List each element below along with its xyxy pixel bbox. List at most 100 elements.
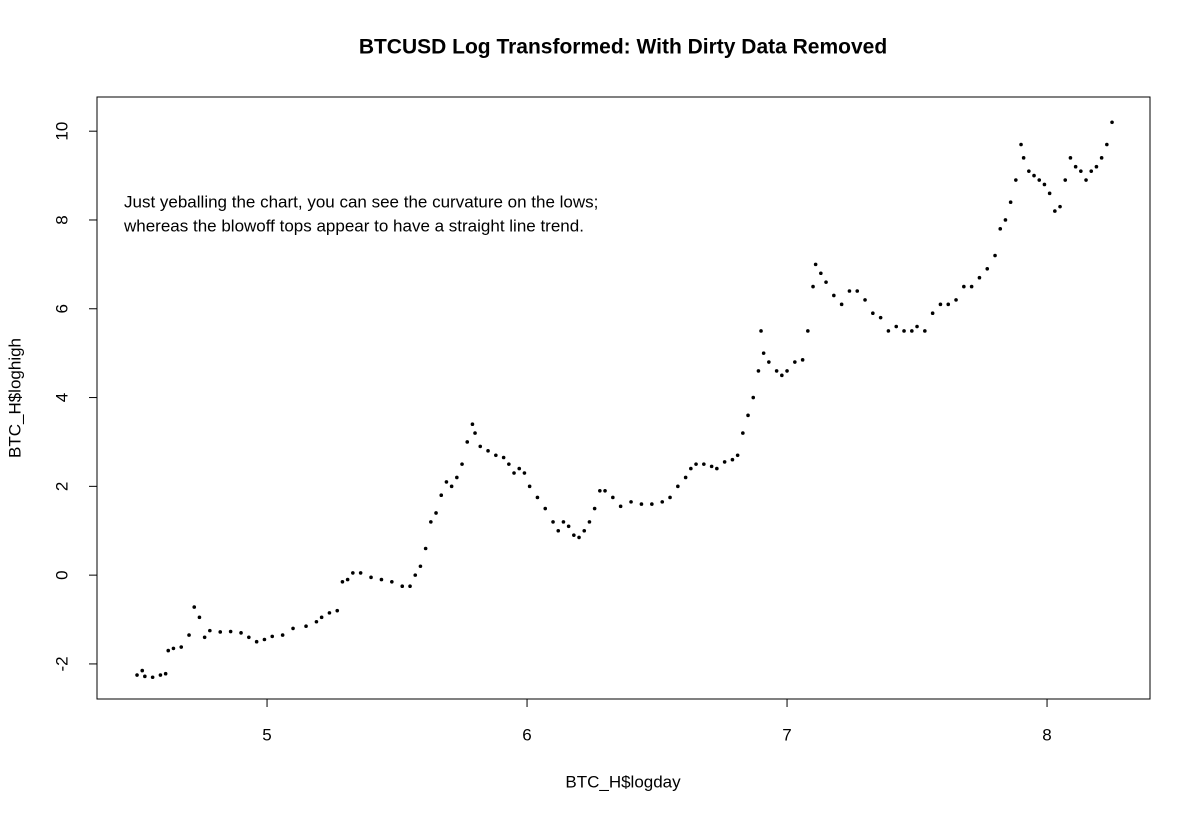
point xyxy=(390,579,394,584)
point xyxy=(683,475,688,480)
point xyxy=(923,329,927,333)
point xyxy=(702,462,706,466)
point xyxy=(501,455,506,460)
point xyxy=(832,293,836,298)
point xyxy=(1027,169,1031,173)
point xyxy=(886,329,891,333)
point xyxy=(418,564,423,569)
point xyxy=(1094,164,1099,169)
point xyxy=(1105,142,1109,147)
point xyxy=(314,619,319,624)
point xyxy=(187,633,191,637)
point xyxy=(166,648,171,653)
point xyxy=(455,475,459,480)
point xyxy=(756,369,761,373)
point xyxy=(954,298,958,302)
point xyxy=(517,466,522,471)
point xyxy=(1014,178,1018,182)
point xyxy=(494,453,498,458)
point xyxy=(179,645,184,649)
point xyxy=(751,395,756,400)
point xyxy=(527,484,532,489)
point xyxy=(473,431,477,435)
point xyxy=(603,488,607,493)
point xyxy=(561,520,566,524)
point xyxy=(369,575,373,580)
point xyxy=(512,471,516,475)
point xyxy=(478,444,483,449)
point xyxy=(618,504,623,509)
point xyxy=(735,453,740,458)
point xyxy=(813,262,818,267)
point xyxy=(270,634,275,639)
point xyxy=(280,633,285,637)
y-tick-label: 6 xyxy=(52,304,71,313)
point xyxy=(592,506,597,511)
point xyxy=(1021,156,1026,160)
point xyxy=(946,302,951,307)
point xyxy=(998,227,1003,231)
x-tick-label: 8 xyxy=(1042,725,1051,744)
point xyxy=(785,369,789,373)
point xyxy=(676,484,680,489)
point xyxy=(254,639,259,644)
point xyxy=(894,324,899,329)
point xyxy=(400,584,405,589)
point xyxy=(439,493,444,498)
point xyxy=(730,457,735,462)
point xyxy=(434,511,438,515)
point xyxy=(247,635,251,640)
point xyxy=(345,577,350,582)
point xyxy=(358,571,363,575)
point xyxy=(668,495,672,500)
point xyxy=(1063,178,1068,182)
point xyxy=(709,464,714,469)
point xyxy=(824,280,828,284)
point xyxy=(566,524,571,529)
y-tick-label: 0 xyxy=(52,570,71,579)
point xyxy=(577,535,581,540)
point xyxy=(413,573,418,577)
point xyxy=(379,577,384,582)
x-tick-label: 6 xyxy=(522,725,531,744)
point xyxy=(793,360,797,364)
point xyxy=(969,284,974,289)
point xyxy=(140,668,145,673)
point xyxy=(1047,191,1052,196)
point xyxy=(522,471,527,475)
point xyxy=(715,466,719,471)
point xyxy=(839,302,844,307)
annotation: Just yeballing the chart, you can see th… xyxy=(124,192,598,211)
point xyxy=(135,673,139,677)
point xyxy=(208,628,212,633)
point xyxy=(598,488,602,493)
point xyxy=(335,608,340,613)
point xyxy=(423,546,428,551)
point xyxy=(465,440,470,444)
point xyxy=(915,324,919,329)
point xyxy=(163,671,168,676)
point xyxy=(444,480,449,484)
point xyxy=(985,267,990,271)
point xyxy=(158,673,163,677)
point xyxy=(863,298,867,302)
point xyxy=(878,315,883,320)
point xyxy=(722,460,727,464)
point xyxy=(1084,178,1088,182)
point xyxy=(460,462,464,466)
y-tick-label: 8 xyxy=(52,215,71,224)
point xyxy=(262,637,267,642)
y-axis-label: BTC_H$loghigh xyxy=(5,338,24,458)
point xyxy=(629,500,633,504)
point xyxy=(351,571,355,575)
y-tick-label: 10 xyxy=(52,122,71,141)
point xyxy=(1099,156,1104,160)
point xyxy=(408,584,412,589)
point xyxy=(535,495,540,500)
point xyxy=(1053,209,1057,213)
point xyxy=(930,311,935,316)
point xyxy=(746,413,750,418)
point xyxy=(1073,164,1078,169)
y-tick-label: -2 xyxy=(52,656,71,671)
point xyxy=(1003,218,1008,222)
